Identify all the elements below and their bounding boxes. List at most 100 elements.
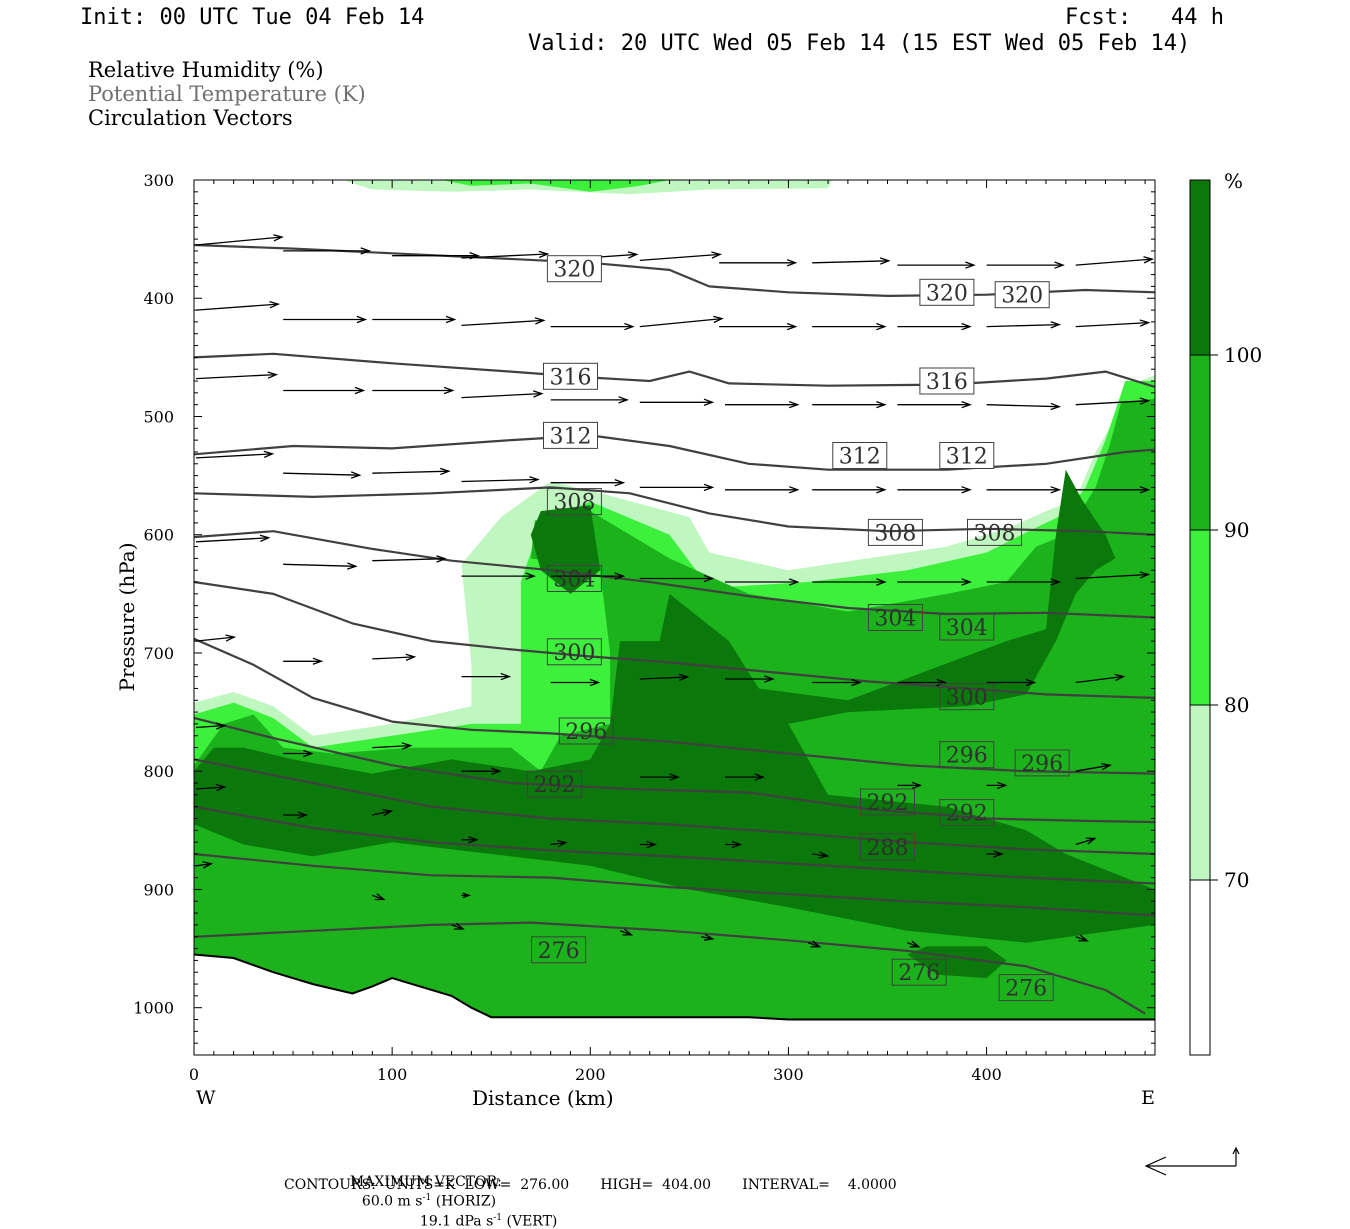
- vector-head: [356, 315, 368, 324]
- theta-label: 296: [939, 741, 995, 769]
- circulation-vector: [897, 261, 976, 269]
- theta-contour-276: [194, 921, 1146, 1015]
- circulation-vector: [812, 851, 830, 859]
- vector-shaft: [195, 636, 235, 642]
- circulation-vector: [283, 811, 308, 819]
- theta-label: 292: [939, 799, 995, 827]
- vector-shaft: [372, 656, 415, 660]
- colorbar-segment-0: [1190, 180, 1210, 355]
- theta-label-text: 296: [946, 744, 988, 769]
- theta-label-text: 308: [974, 521, 1016, 546]
- vector-head: [961, 400, 972, 409]
- circulation-vector: [897, 781, 923, 790]
- vector-head: [350, 471, 362, 479]
- circulation-vector: [195, 371, 279, 380]
- rh-region-1: [441, 180, 670, 192]
- vector-head: [996, 781, 1008, 790]
- reference-vector: [1144, 1146, 1240, 1176]
- theta-label-text: 312: [550, 424, 592, 449]
- vector-head: [646, 840, 657, 849]
- circulation-vector: [986, 850, 1004, 858]
- vector-head: [711, 251, 723, 259]
- vector-head: [627, 251, 639, 259]
- theta-contour-300: [194, 580, 1155, 699]
- theta-label: 312: [939, 442, 995, 470]
- vector-head: [731, 840, 743, 849]
- theta-label: 300: [546, 638, 602, 666]
- terrain-line: [194, 953, 1155, 1021]
- vector-head: [961, 322, 972, 331]
- circulation-vector: [725, 773, 766, 781]
- vector-head: [669, 773, 680, 781]
- theta-label: 304: [546, 565, 602, 593]
- theta-label: 316: [919, 367, 975, 395]
- y-tick-label: 700: [143, 644, 174, 663]
- terrain-layer: [194, 953, 1155, 1055]
- circulation-vector: [719, 259, 798, 267]
- circulation-vector: [986, 321, 1062, 329]
- theta-label-box: [558, 717, 614, 745]
- theta-label-box: [994, 281, 1050, 309]
- vector-head: [876, 322, 887, 331]
- theta-label-box: [546, 488, 602, 516]
- theta-contour-288: [194, 758, 1155, 856]
- max-horiz-tag: (HORIZ): [435, 1193, 497, 1210]
- max-vector-label: MAXIMUM VECTOR:: [349, 1174, 502, 1190]
- vector-head: [818, 851, 830, 859]
- circulation-vector: [897, 578, 972, 586]
- theta-label-text: 292: [946, 802, 988, 827]
- vector-head: [993, 850, 1004, 858]
- circulation-vector: [1075, 762, 1112, 772]
- vector-shaft: [451, 924, 464, 930]
- circulation-vector: [283, 657, 324, 665]
- theta-label-text: 276: [1005, 977, 1047, 1002]
- circulation-vector: [725, 400, 800, 409]
- valid-time: Valid: 20 UTC Wed 05 Feb 14 (15 EST Wed …: [528, 31, 1191, 56]
- circulation-vector: [725, 486, 800, 494]
- max-vert-tag: (VERT): [506, 1213, 558, 1229]
- vector-head: [589, 678, 601, 687]
- vector-head: [374, 893, 386, 901]
- circulation-vector: [725, 840, 743, 849]
- forecast-hour: Fcst: 44 h: [1065, 5, 1224, 30]
- circulation-vector: [986, 486, 1062, 494]
- theta-label-box: [860, 788, 915, 816]
- y-tick-label: 400: [143, 289, 174, 308]
- colorbar-label: 100: [1224, 343, 1262, 367]
- theta-label-box: [967, 518, 1022, 546]
- vector-shaft: [195, 373, 277, 380]
- vector-head: [202, 861, 214, 869]
- circulation-vector: [812, 400, 887, 409]
- circulation-vector: [283, 247, 372, 255]
- circulation-vector: [195, 234, 284, 246]
- circulation-vector: [725, 675, 775, 683]
- circulation-vector: [639, 574, 715, 583]
- vector-shaft: [461, 319, 544, 327]
- circulation-vector: [986, 402, 1062, 411]
- circulation-vector: [461, 767, 502, 775]
- vector-head: [961, 486, 972, 494]
- vector-shaft: [986, 323, 1060, 328]
- vector-head: [401, 742, 413, 750]
- theta-label-box: [527, 770, 583, 798]
- vector-head: [405, 653, 417, 661]
- vector-head: [360, 247, 372, 255]
- vector-head: [303, 749, 314, 758]
- vector-head: [614, 478, 626, 487]
- vector-head: [713, 315, 724, 324]
- x-tick-label: 0: [189, 1065, 199, 1084]
- vector-shaft: [550, 841, 566, 846]
- theta-label-box: [998, 974, 1054, 1002]
- vector-head: [703, 574, 715, 583]
- theta-contour-280: [194, 852, 1155, 917]
- max-vert-value: 19.1 dPa s: [419, 1213, 494, 1229]
- vector-head: [538, 250, 550, 259]
- theta-label-box: [860, 833, 915, 861]
- x-tick-label: 100: [377, 1065, 408, 1084]
- max-horiz-value: 60.0 m s: [361, 1193, 423, 1210]
- circulation-vector: [372, 742, 413, 750]
- theta-label: 312: [832, 442, 888, 470]
- vector-head: [624, 322, 635, 331]
- theta-label-layer: 320 320 320 316 316 312 312 312 308 308 308 304 304 3…: [527, 255, 1070, 1002]
